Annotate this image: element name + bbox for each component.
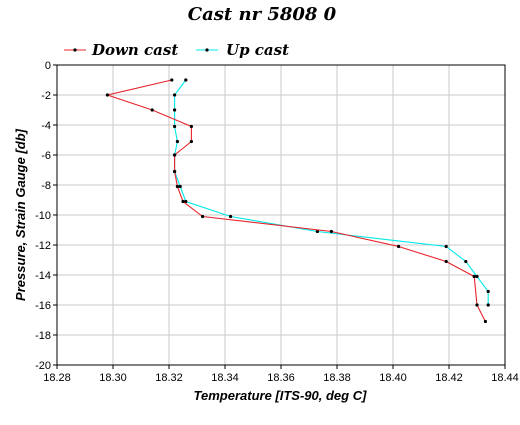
- data-point-down-cast: [189, 139, 193, 144]
- x-tick-label: 18.36: [267, 372, 295, 384]
- y-tick-label: -4: [41, 120, 51, 132]
- y-tick-label: -16: [35, 300, 51, 312]
- y-tick-label: -10: [35, 210, 51, 222]
- y-tick-label: 0: [45, 60, 51, 72]
- legend-item-up-cast: Up cast: [196, 41, 289, 59]
- data-point-down-cast: [175, 184, 179, 189]
- y-tick-label: -6: [41, 150, 51, 162]
- data-point-up-cast: [173, 108, 177, 112]
- series-layer: [105, 78, 490, 324]
- data-point-down-cast: [329, 229, 333, 234]
- y-tick-label: -2: [41, 90, 51, 102]
- data-point-down-cast: [201, 214, 205, 219]
- x-tick-label: 18.40: [379, 372, 407, 384]
- data-point-down-cast: [170, 78, 174, 82]
- data-point-up-cast: [315, 229, 319, 234]
- data-point-up-cast: [486, 289, 490, 294]
- legend-item-down-cast: Down cast: [64, 41, 178, 59]
- data-point-up-cast: [173, 124, 177, 129]
- data-point-down-cast: [150, 108, 154, 112]
- data-point-down-cast: [105, 93, 109, 97]
- legend-label-down-cast: Down cast: [91, 41, 178, 59]
- chart-title: Cast nr 5808 0: [188, 4, 337, 25]
- y-axis-label: Pressure, Strain Gauge [db]: [13, 128, 28, 301]
- x-tick-label: 18.34: [211, 372, 239, 384]
- series-line-up-cast: [174, 79, 489, 305]
- x-tick-label: 18.28: [43, 372, 71, 384]
- data-point-down-cast: [397, 244, 401, 249]
- data-point-up-cast: [184, 199, 188, 204]
- data-point-up-cast: [178, 184, 182, 189]
- y-tick-label: -12: [35, 240, 51, 252]
- y-tick-label: -14: [35, 270, 51, 282]
- data-point-up-cast: [173, 93, 177, 97]
- series-line-down-cast: [105, 79, 486, 322]
- data-point-up-cast: [184, 78, 188, 82]
- plot-frame: [56, 64, 506, 366]
- data-point-down-cast: [475, 303, 479, 307]
- x-tick-label: 18.42: [435, 372, 463, 384]
- x-tick-label: 18.32: [155, 372, 183, 384]
- data-point-down-cast: [444, 259, 448, 264]
- data-point-down-cast: [483, 319, 487, 324]
- data-point-down-cast: [472, 274, 476, 279]
- data-point-up-cast: [475, 274, 479, 279]
- data-point-up-cast: [444, 244, 448, 249]
- y-tick-label: -8: [41, 180, 51, 192]
- y-tick-label: -20: [35, 360, 51, 372]
- grid: [56, 64, 506, 366]
- data-point-down-cast: [189, 124, 193, 129]
- y-tick-label: -18: [35, 330, 51, 342]
- data-point-up-cast: [486, 303, 490, 307]
- x-axis-label: Temperature [ITS-90, deg C]: [194, 388, 368, 403]
- legend-marker-up-cast: [205, 48, 209, 52]
- data-point-down-cast: [181, 199, 185, 204]
- data-point-up-cast: [175, 139, 179, 144]
- legend-label-up-cast: Up cast: [226, 41, 289, 59]
- data-point-up-cast: [464, 259, 468, 264]
- x-tick-label: 18.38: [323, 372, 351, 384]
- legend-marker-down-cast: [73, 48, 77, 52]
- axes: 18.28 18.30 18.32 18.34 18.36 18.38 18.40 18.42…: [35, 60, 519, 384]
- x-tick-label: 18.44: [491, 372, 519, 384]
- x-tick-label: 18.30: [99, 372, 127, 384]
- data-point-up-cast: [229, 214, 233, 219]
- data-point-down-cast: [173, 153, 177, 157]
- data-point-down-cast: [173, 169, 177, 174]
- legend: Down cast Up cast: [64, 41, 289, 59]
